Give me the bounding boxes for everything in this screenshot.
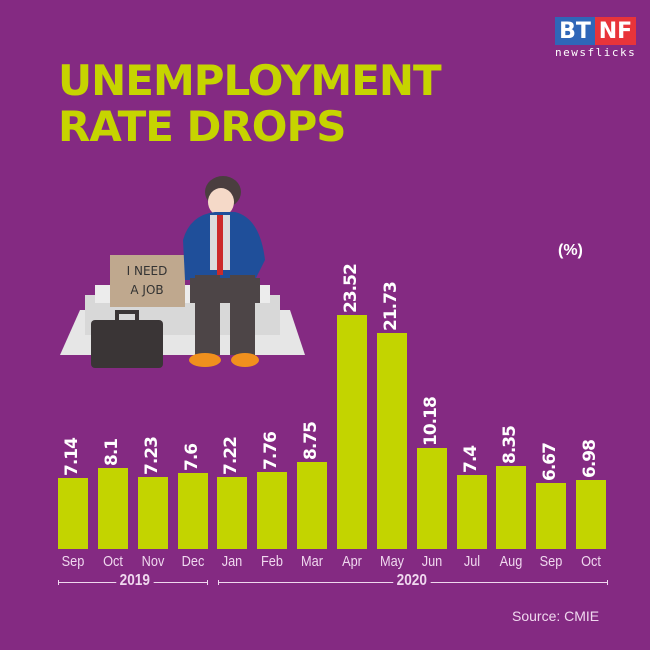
month-label: Sep xyxy=(539,553,563,570)
unemployed-man-illustration: I NEED A JOB xyxy=(60,176,305,368)
page-title: UNEMPLOYMENT RATE DROPS xyxy=(58,56,442,151)
bar-nov-2 xyxy=(138,477,168,549)
source-note: Source: CMIE xyxy=(512,608,600,624)
bar-dec-3 xyxy=(178,473,208,549)
value-label: 6.67 xyxy=(540,443,560,481)
bar-jul-10 xyxy=(457,475,487,549)
value-label: 6.98 xyxy=(580,440,600,478)
bar-may-8 xyxy=(377,333,407,549)
value-label: 8.35 xyxy=(500,426,520,464)
bar-oct-13 xyxy=(576,480,606,549)
month-label: Jun xyxy=(421,553,443,570)
sign-board xyxy=(110,255,185,307)
month-label: Sep xyxy=(61,553,85,570)
tick xyxy=(207,580,208,585)
month-label: Apr xyxy=(342,553,362,570)
logo-bt: BT xyxy=(555,17,595,45)
month-label: Aug xyxy=(499,553,523,570)
month-label: Jul xyxy=(463,553,481,570)
month-label: Feb xyxy=(261,553,283,570)
title-line-1: UNEMPLOYMENT xyxy=(58,56,442,105)
value-label: 21.73 xyxy=(381,282,401,331)
value-label: 7.76 xyxy=(261,432,281,470)
logo-nf: NF xyxy=(595,17,636,45)
month-label: Nov xyxy=(141,553,165,570)
briefcase-icon xyxy=(91,320,163,368)
value-label: 7.23 xyxy=(142,437,162,475)
logo-subtitle: newsflicks xyxy=(555,46,637,59)
value-label: 8.1 xyxy=(102,438,122,466)
bar-sep-0 xyxy=(58,478,88,549)
bar-sep-12 xyxy=(536,483,566,549)
value-label: 7.4 xyxy=(461,445,481,473)
sign-text-2: A JOB xyxy=(130,283,163,297)
year-2020-label: 2020 xyxy=(393,572,431,590)
tick xyxy=(218,580,219,585)
value-label: 23.52 xyxy=(341,264,361,313)
unit-label: (%) xyxy=(558,242,583,259)
month-label: Mar xyxy=(301,553,323,570)
bar-jan-4 xyxy=(217,477,247,549)
brand-logo: BT NF newsflicks xyxy=(555,17,636,59)
month-label: May xyxy=(379,553,405,570)
sign-text-1: I NEED xyxy=(127,264,168,278)
month-label: Oct xyxy=(581,553,601,570)
tick xyxy=(607,580,608,585)
value-label: 10.18 xyxy=(421,397,441,446)
value-label: 7.6 xyxy=(182,443,202,471)
bar-oct-1 xyxy=(98,468,128,549)
title-line-2: RATE DROPS xyxy=(58,102,346,151)
year-2019-label: 2019 xyxy=(116,572,154,590)
value-label: 7.22 xyxy=(221,437,241,475)
month-label: Jan xyxy=(221,553,243,570)
bar-aug-11 xyxy=(496,466,526,549)
bar-mar-6 xyxy=(297,462,327,549)
bar-feb-5 xyxy=(257,472,287,549)
bar-apr-7 xyxy=(337,315,367,549)
month-label: Oct xyxy=(103,553,123,570)
tick xyxy=(58,580,59,585)
value-label: 7.14 xyxy=(62,438,82,476)
value-label: 8.75 xyxy=(301,422,321,460)
month-label: Dec xyxy=(181,553,205,570)
bar-jun-9 xyxy=(417,448,447,549)
